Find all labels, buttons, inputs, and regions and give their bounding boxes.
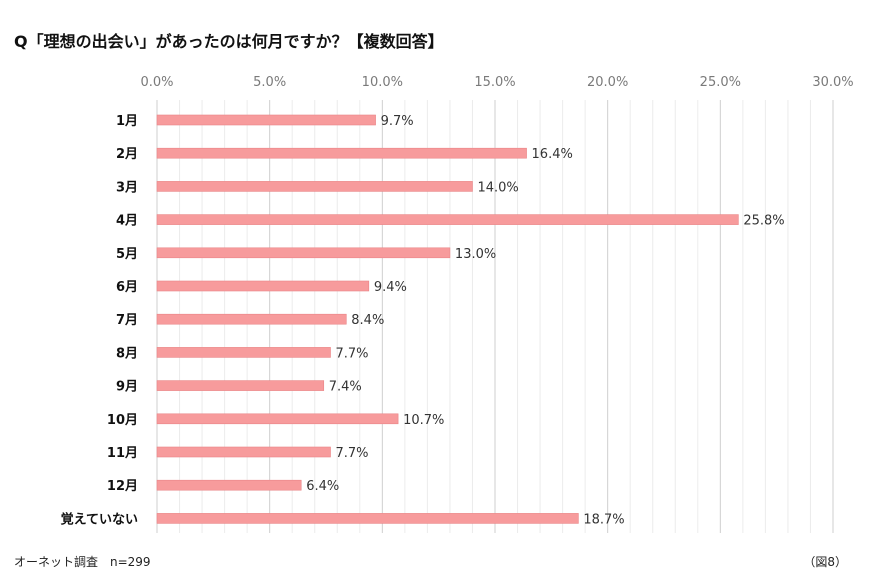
value-label: 7.4% xyxy=(329,380,362,395)
chart-title: Q「理想の出会い」があったのは何月ですか？【複数回答】 xyxy=(14,32,444,51)
value-label: 6.4% xyxy=(306,479,339,494)
bar xyxy=(156,313,347,325)
value-label: 13.0% xyxy=(455,247,496,262)
bar xyxy=(156,513,579,524)
category-label: 覚えていない xyxy=(60,511,138,527)
bar xyxy=(156,280,370,292)
category-label: 4月 xyxy=(116,214,138,229)
value-label: 7.7% xyxy=(336,446,369,461)
value-label: 7.7% xyxy=(336,346,369,361)
category-label: 9月 xyxy=(116,380,138,395)
category-label: 12月 xyxy=(107,479,138,494)
x-tick-label: 10.0% xyxy=(362,75,403,90)
bar xyxy=(156,479,302,491)
bar xyxy=(156,413,399,425)
value-label: 9.7% xyxy=(381,114,414,129)
x-tick-label: 20.0% xyxy=(587,75,628,90)
figure-number: （図8） xyxy=(803,555,847,569)
bar xyxy=(156,147,527,159)
bar xyxy=(156,347,331,358)
category-label: 5月 xyxy=(116,247,138,262)
value-label: 18.7% xyxy=(583,512,624,527)
bar xyxy=(156,247,451,259)
bar xyxy=(156,181,473,192)
bar xyxy=(156,214,739,225)
category-label: 1月 xyxy=(116,114,138,129)
category-label: 3月 xyxy=(116,180,138,195)
bar xyxy=(156,380,325,391)
bar xyxy=(156,446,331,458)
category-label: 8月 xyxy=(116,346,138,361)
value-label: 14.0% xyxy=(477,180,518,195)
category-label: 7月 xyxy=(116,313,138,328)
value-label: 16.4% xyxy=(532,147,573,162)
category-label: 11月 xyxy=(107,446,138,461)
source-note: オーネット調査 n=299 xyxy=(14,555,151,569)
x-tick-label: 5.0% xyxy=(253,75,286,90)
x-tick-label: 15.0% xyxy=(474,75,515,90)
value-label: 9.4% xyxy=(374,280,407,295)
bars xyxy=(156,114,739,524)
x-axis-tick-labels: 0.0% 5.0% 10.0% 15.0% 20.0% 25.0% 30.0% xyxy=(140,75,853,90)
value-label: 10.7% xyxy=(403,413,444,428)
category-label: 10月 xyxy=(107,413,138,428)
x-tick-label: 0.0% xyxy=(140,75,173,90)
x-tick-label: 25.0% xyxy=(700,75,741,90)
x-tick-label: 30.0% xyxy=(812,75,853,90)
category-label: 6月 xyxy=(116,280,138,295)
value-labels: 9.7% 16.4% 14.0% 25.8% 13.0% 9.4% 8.4% 7.7% 7.4%… xyxy=(306,114,784,527)
category-label: 2月 xyxy=(116,147,138,162)
value-label: 8.4% xyxy=(351,313,384,328)
bar xyxy=(156,114,376,126)
value-label: 25.8% xyxy=(743,214,784,229)
